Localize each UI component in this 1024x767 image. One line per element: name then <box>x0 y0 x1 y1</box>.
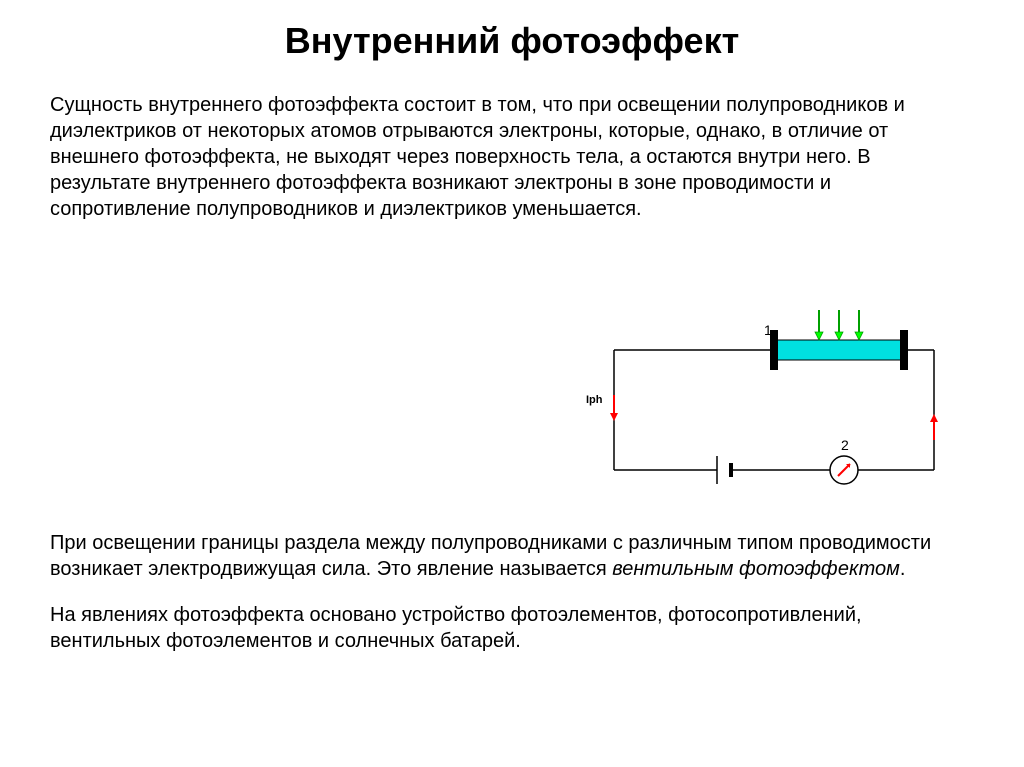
svg-text:Iph: Iph <box>586 394 603 406</box>
valve-para-em: вентильным фотоэффектом <box>612 558 900 580</box>
svg-text:1: 1 <box>764 322 772 338</box>
lower-text-block: При освещении границы раздела между полу… <box>50 530 974 674</box>
svg-text:2: 2 <box>841 437 849 453</box>
applications-paragraph: На явлениях фотоэффекта основано устройс… <box>50 602 974 654</box>
circuit-diagram: 1 2 Iph <box>574 300 954 500</box>
page-title: Внутренний фотоэффект <box>50 20 974 62</box>
intro-paragraph: Сущность внутреннего фотоэффекта состоит… <box>50 92 974 222</box>
valve-para-post: . <box>900 558 906 580</box>
circuit-svg: 1 2 Iph <box>574 300 954 500</box>
slide-root: Внутренний фотоэффект Сущность внутренне… <box>0 0 1024 767</box>
valve-paragraph: При освещении границы раздела между полу… <box>50 530 974 582</box>
